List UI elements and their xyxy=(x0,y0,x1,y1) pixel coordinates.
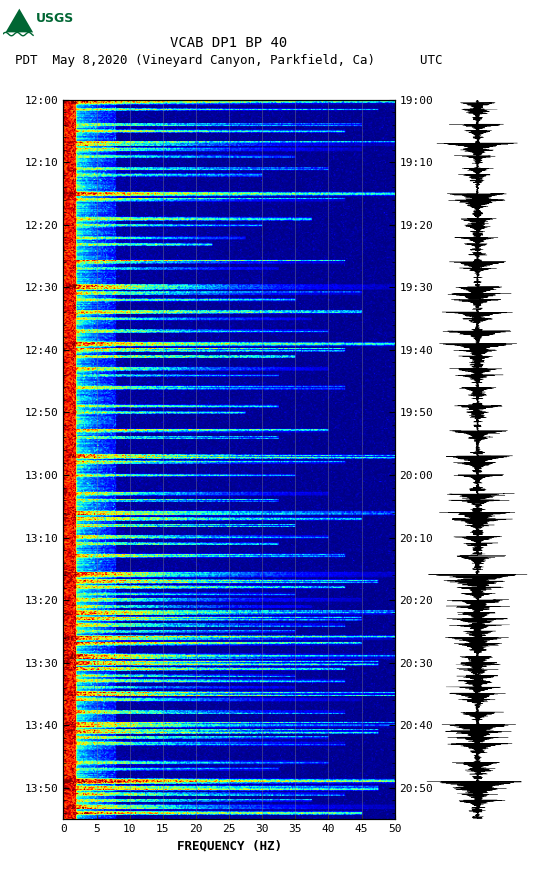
Text: VCAB DP1 BP 40: VCAB DP1 BP 40 xyxy=(171,36,288,50)
Text: PDT  May 8,2020 (Vineyard Canyon, Parkfield, Ca)      UTC: PDT May 8,2020 (Vineyard Canyon, Parkfie… xyxy=(15,54,443,68)
X-axis label: FREQUENCY (HZ): FREQUENCY (HZ) xyxy=(177,839,282,852)
Text: USGS: USGS xyxy=(36,12,74,25)
Polygon shape xyxy=(6,9,33,32)
